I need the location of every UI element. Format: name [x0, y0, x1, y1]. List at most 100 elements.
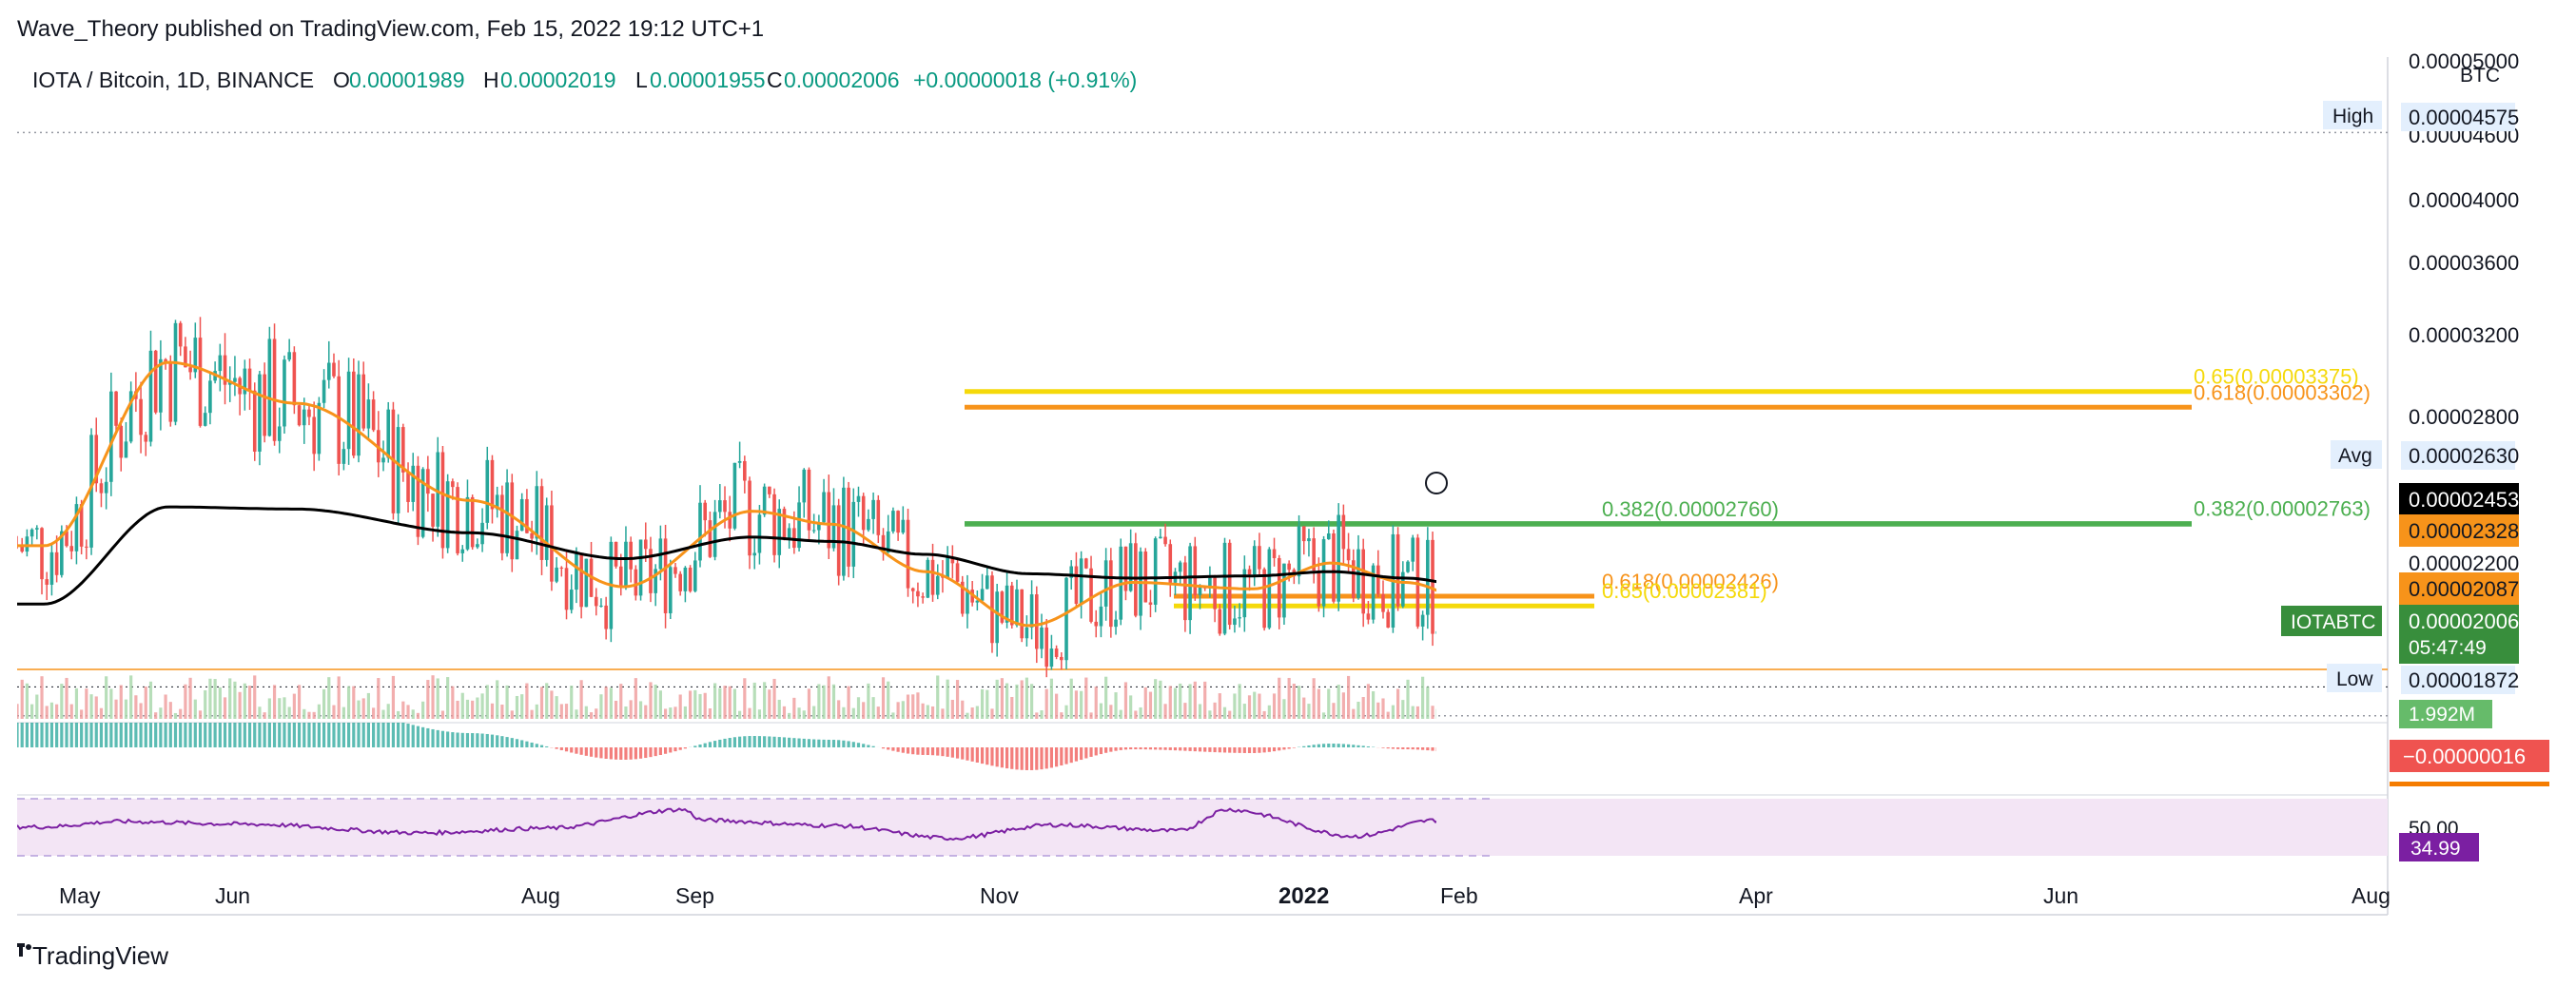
- volume-bar: [99, 707, 104, 719]
- candle-body: [1159, 536, 1162, 539]
- candle-body: [1351, 560, 1356, 598]
- time-axis[interactable]: May Jun Aug Sep Nov 2022 Feb Apr Jun Aug: [59, 883, 2391, 909]
- y-tick-label: 0.00003600: [2409, 251, 2519, 275]
- candle-body: [1415, 537, 1420, 627]
- macd-histogram-bar: [332, 723, 336, 747]
- candle-body: [40, 528, 44, 580]
- volume-bar: [649, 682, 653, 719]
- volume-bar: [1332, 703, 1336, 719]
- candle-body: [396, 427, 400, 513]
- volume-bar: [1376, 702, 1380, 719]
- candle-body: [283, 359, 286, 427]
- rsi-line[interactable]: [17, 807, 1507, 842]
- macd-histogram-bar: [476, 733, 479, 747]
- last-price-badge[interactable]: IOTABTC 0.00002006 05:47:49: [2281, 605, 2519, 664]
- macd-histogram-bar: [45, 723, 49, 747]
- volume-bar: [986, 689, 989, 719]
- x-tick-label: Jun: [2043, 883, 2078, 908]
- volume-bar: [911, 694, 915, 719]
- macd-histogram-bar: [1471, 747, 1473, 755]
- volume-bar: [950, 700, 954, 719]
- candle-body: [960, 581, 965, 614]
- rsi-badges: 50.00 34.99: [2399, 818, 2479, 861]
- volume-bar: [386, 704, 390, 719]
- candle-body: [1262, 569, 1266, 629]
- volume-bar: [278, 698, 282, 719]
- volume-bar: [496, 680, 499, 719]
- volume-bar: [638, 701, 643, 719]
- macd-histogram-bar: [728, 738, 732, 747]
- volume-bar: [856, 697, 861, 719]
- macd-histogram-bar: [1094, 747, 1098, 756]
- macd-histogram-bar: [109, 723, 113, 747]
- candle-body: [772, 494, 776, 555]
- macd-histogram-bar: [1025, 747, 1028, 770]
- candle-body: [1332, 533, 1336, 602]
- macd-histogram-bar: [757, 736, 762, 747]
- x-tick-label: Apr: [1739, 883, 1773, 908]
- macd-histogram-bar: [421, 726, 425, 747]
- macd-histogram-bar: [184, 723, 187, 747]
- candle-body: [25, 536, 29, 552]
- ema50-line[interactable]: [17, 360, 1509, 628]
- candle-body: [1218, 609, 1222, 634]
- candle-body: [1040, 627, 1044, 649]
- volume-bar: [1129, 695, 1133, 719]
- macd-histogram-bar: [1332, 744, 1336, 747]
- macd-histogram-bar: [346, 723, 351, 747]
- macd-histogram-bar: [822, 739, 826, 747]
- volume-bar: [173, 712, 178, 719]
- candle-body: [1044, 627, 1049, 668]
- candle-body: [173, 322, 178, 422]
- price-axis[interactable]: 0.00005000 0.00004600 0.00004000 0.00003…: [2409, 49, 2519, 575]
- low-value: 0.00001955: [650, 68, 766, 92]
- volume-bar: [763, 682, 767, 719]
- macd-histogram-bar: [490, 734, 495, 747]
- candle-body: [1123, 546, 1128, 591]
- macd-histogram-bar: [267, 723, 271, 747]
- macd-histogram-bar: [1386, 747, 1390, 749]
- volume-bar: [812, 706, 816, 719]
- volume-bar: [743, 678, 747, 719]
- candle-body: [119, 425, 124, 458]
- macd-histogram-bar: [520, 740, 524, 747]
- macd-histogram-bar: [1258, 747, 1261, 753]
- macd-histogram-bar: [148, 723, 153, 747]
- avg-tag-value: 0.00002630: [2409, 444, 2519, 468]
- candle-body: [1084, 558, 1088, 569]
- macd-histogram-bar: [748, 736, 751, 747]
- high-label: H: [483, 68, 499, 92]
- candle-body: [1227, 542, 1232, 626]
- candle-body: [604, 605, 608, 629]
- volume-bar: [624, 706, 628, 719]
- volume-bar: [416, 712, 420, 719]
- volume-bar: [802, 710, 806, 719]
- volume-bar: [718, 687, 722, 719]
- volume-bar: [545, 683, 549, 719]
- candle-body: [1297, 526, 1301, 577]
- macd-histogram-bar: [105, 723, 108, 747]
- candle-body: [782, 509, 787, 539]
- macd-histogram-bar: [946, 747, 949, 757]
- candle-body: [1277, 557, 1281, 618]
- volume-bar: [1486, 687, 1489, 719]
- candle-body: [1153, 538, 1158, 605]
- candle-body: [743, 460, 747, 481]
- candle-body: [712, 512, 717, 557]
- candle-body: [476, 544, 479, 548]
- sma200-line[interactable]: [17, 505, 1509, 606]
- macd-histogram-bar: [1198, 747, 1202, 752]
- volume-bar: [867, 683, 870, 719]
- candle-body: [1326, 533, 1331, 540]
- macd-histogram-bar: [391, 723, 396, 747]
- candle-body: [45, 579, 49, 585]
- candle-body: [1252, 546, 1257, 575]
- candle-body: [752, 552, 757, 556]
- macd-value: −0.00000016: [2403, 745, 2526, 768]
- symbol-title[interactable]: IOTA / Bitcoin, 1D, BINANCE: [32, 68, 314, 92]
- volume-bar: [17, 704, 19, 719]
- volume-bar: [539, 687, 544, 719]
- volume-bar: [619, 684, 623, 719]
- volume-bar: [683, 706, 687, 719]
